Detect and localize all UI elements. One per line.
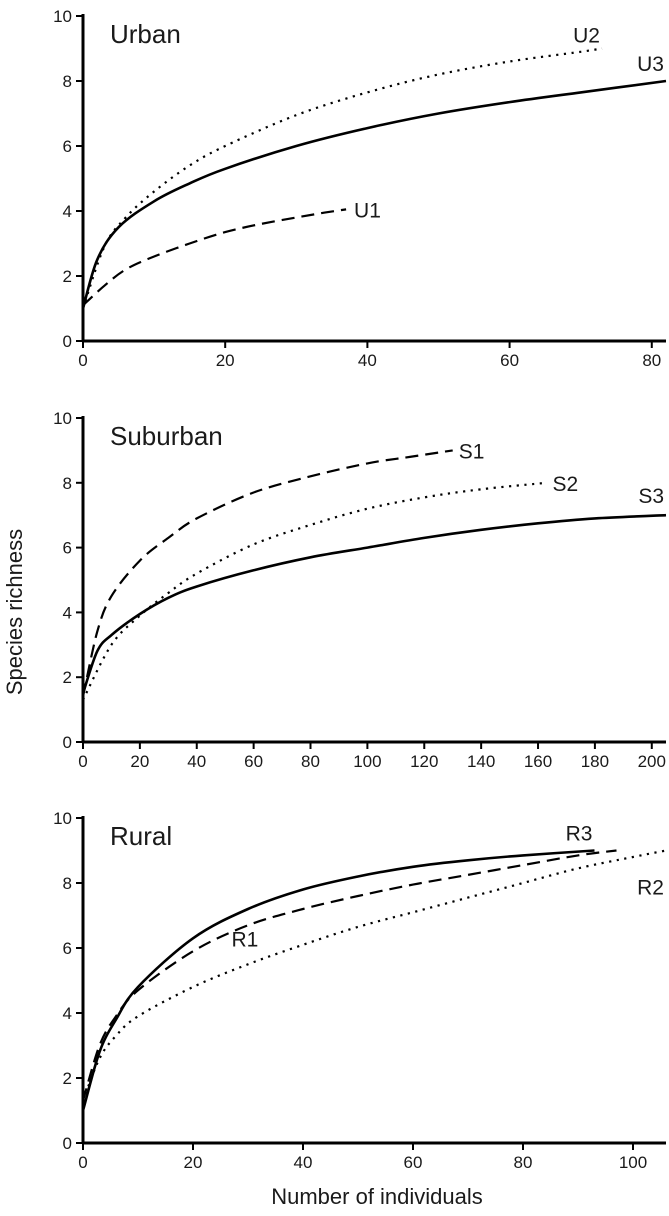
x-tick-label: 20 [184,1153,203,1172]
y-tick-label: 0 [63,733,72,752]
panel-urban: 0 2 4 6 8 10 0 20 40 60 80 Urban U1 U2 U3 [53,7,667,370]
x-tick-label: 20 [216,351,235,370]
y-tick-label: 6 [63,539,72,558]
y-tick-label: 8 [63,72,72,91]
x-tick-label: 40 [358,351,377,370]
y-tick-label: 4 [63,603,72,622]
y-tick-label: 8 [63,874,72,893]
panel-title: Urban [110,19,181,49]
x-tick-label: 80 [642,351,661,370]
series-line-s1 [81,449,453,697]
series-line-s2 [82,481,547,701]
y-tick-label: 2 [63,668,72,687]
x-tick-label: 60 [500,351,519,370]
x-tick-label: 60 [404,1153,423,1172]
series-line-r1 [81,849,617,1102]
series-line-s3 [81,513,667,694]
series-label-s2: S2 [553,473,579,496]
panel-title: Rural [110,821,172,851]
series-line-u3 [81,79,667,309]
x-tick-label: 100 [619,1153,647,1172]
x-tick-label: 80 [301,752,320,771]
x-tick-label: 180 [581,752,609,771]
series-label-s3: S3 [638,485,664,508]
series-line-r3 [81,849,595,1111]
x-axis-title: Number of individuals [271,1184,483,1209]
y-tick-label: 4 [63,1004,72,1023]
series-line-r2 [81,849,667,1102]
x-tick-label: 20 [130,752,149,771]
y-tick-label: 4 [63,202,72,221]
y-tick-label: 10 [53,809,72,828]
x-tick-label: 0 [78,752,87,771]
y-tick-label: 2 [63,267,72,286]
y-tick-label: 0 [63,1134,72,1153]
series-label-u1: U1 [354,199,381,222]
x-tick-label: 80 [514,1153,533,1172]
x-tick-label: 60 [244,752,263,771]
x-tick-label: 160 [524,752,552,771]
x-tick-label: 0 [78,351,87,370]
series-label-r3: R3 [566,823,593,846]
series-label-r2: R2 [637,877,664,900]
series-label-u3: U3 [637,53,664,76]
y-tick-label: 2 [63,1069,72,1088]
series-label-s1: S1 [459,440,485,463]
x-tick-label: 40 [187,752,206,771]
series-line-u2 [81,47,603,309]
y-tick-label: 6 [63,137,72,156]
y-tick-label: 8 [63,474,72,493]
panel-title: Suburban [110,421,223,451]
series-label-r1: R1 [232,928,259,951]
y-tick-label: 0 [63,332,72,351]
x-tick-label: 140 [467,752,495,771]
series-label-u2: U2 [573,25,600,48]
y-tick-label: 10 [53,409,72,428]
series-line-u1 [82,208,347,307]
x-tick-label: 100 [353,752,381,771]
x-tick-label: 120 [410,752,438,771]
y-axis-title: Species richness [2,529,27,695]
x-tick-label: 200 [638,752,666,771]
x-tick-label: 0 [78,1153,87,1172]
x-tick-label: 40 [294,1153,313,1172]
y-tick-label: 10 [53,7,72,26]
y-tick-label: 6 [63,939,72,958]
